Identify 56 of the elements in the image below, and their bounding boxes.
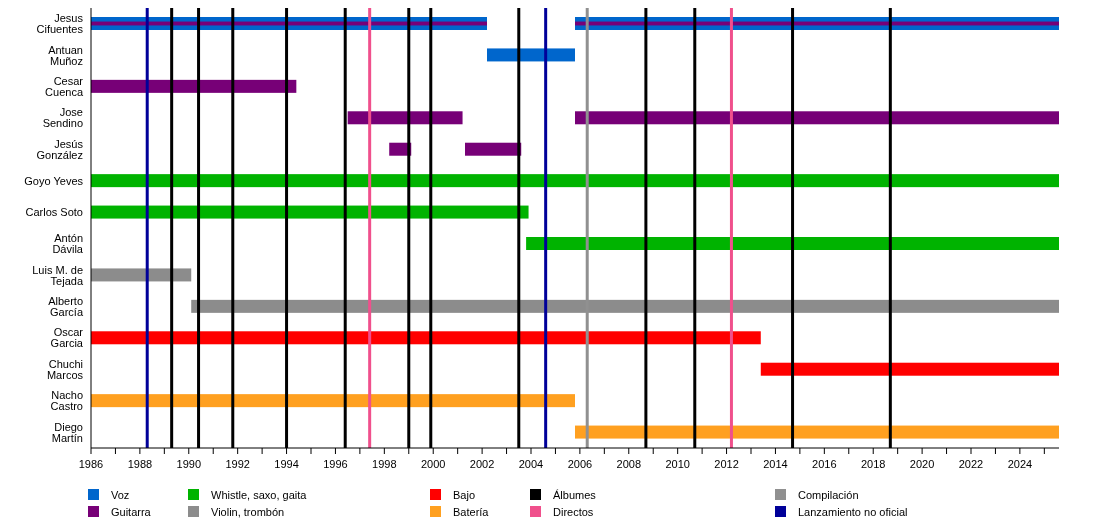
y-tick-label: Oscar Garcia	[50, 326, 84, 350]
y-tick-label: Diego Martín	[51, 420, 83, 444]
bar	[91, 394, 575, 408]
legend-label: Voz	[111, 488, 130, 501]
legend-label: Batería	[453, 505, 489, 518]
y-tick-label: Carlos Soto	[25, 206, 83, 219]
x-tick-label: 2006	[567, 458, 593, 470]
bar	[487, 48, 575, 62]
legend-label: Compilación	[798, 488, 859, 501]
y-tick-label: Nacho Castro	[50, 389, 83, 413]
y-tick-label: Cesar Cuenca	[45, 74, 84, 98]
x-tick-label: 2010	[665, 458, 690, 470]
bar	[347, 111, 463, 125]
bar	[575, 111, 1059, 125]
bar	[465, 142, 522, 156]
y-tick-label: Luis M. de Tejada	[32, 263, 84, 287]
legend-label: Bajo	[453, 488, 476, 501]
x-tick-label: 2008	[616, 458, 642, 470]
bar	[526, 237, 1059, 250]
legend-label: Guitarra	[111, 505, 151, 518]
y-tick-label: Chuchi Marcos	[46, 357, 84, 381]
x-tick-label: 2018	[860, 458, 886, 470]
x-tick-label: 2012	[714, 458, 739, 470]
x-tick-label: 2020	[909, 458, 935, 470]
legend-label: Whistle, saxo, gaita	[211, 488, 307, 501]
legend-label: Lanzamiento no oficial	[798, 505, 908, 518]
bar	[575, 425, 1059, 439]
bar	[91, 331, 761, 345]
x-tick-label: 2014	[763, 458, 788, 470]
x-tick-label: 2002	[469, 458, 495, 470]
x-tick-label: 2000	[420, 458, 446, 470]
x-tick-label: 1986	[78, 458, 104, 470]
bar	[91, 79, 297, 93]
x-tick-label: 2024	[1007, 458, 1033, 470]
x-tick-label: 2022	[958, 458, 984, 470]
bar	[760, 362, 1059, 376]
x-tick-label: 1988	[127, 458, 153, 470]
y-tick-label: Jesus Cifuentes	[36, 12, 84, 36]
y-tick-label: Jose Sendino	[42, 106, 83, 130]
y-tick-label: Jesús González	[36, 137, 84, 161]
y-tick-label: Antón Dávila	[52, 232, 84, 256]
bar	[91, 268, 192, 282]
bar	[91, 205, 529, 219]
y-tick-label: Goyo Yeves	[24, 174, 84, 187]
x-tick-label: 1992	[225, 458, 250, 470]
legend-label: Violin, trombón	[211, 505, 285, 518]
x-tick-label: 1998	[372, 458, 397, 470]
legend-label: Álbumes	[553, 488, 596, 501]
x-tick-label: 1990	[176, 458, 202, 470]
legend-label: Directos	[553, 505, 594, 518]
y-tick-label: Antuan Muñoz	[48, 43, 83, 67]
x-tick-label: 2004	[518, 458, 544, 470]
x-tick-label: 1996	[323, 458, 348, 470]
x-tick-label: 2016	[812, 458, 837, 470]
x-tick-label: 1994	[274, 458, 299, 470]
y-tick-label: Alberto García	[48, 294, 84, 318]
